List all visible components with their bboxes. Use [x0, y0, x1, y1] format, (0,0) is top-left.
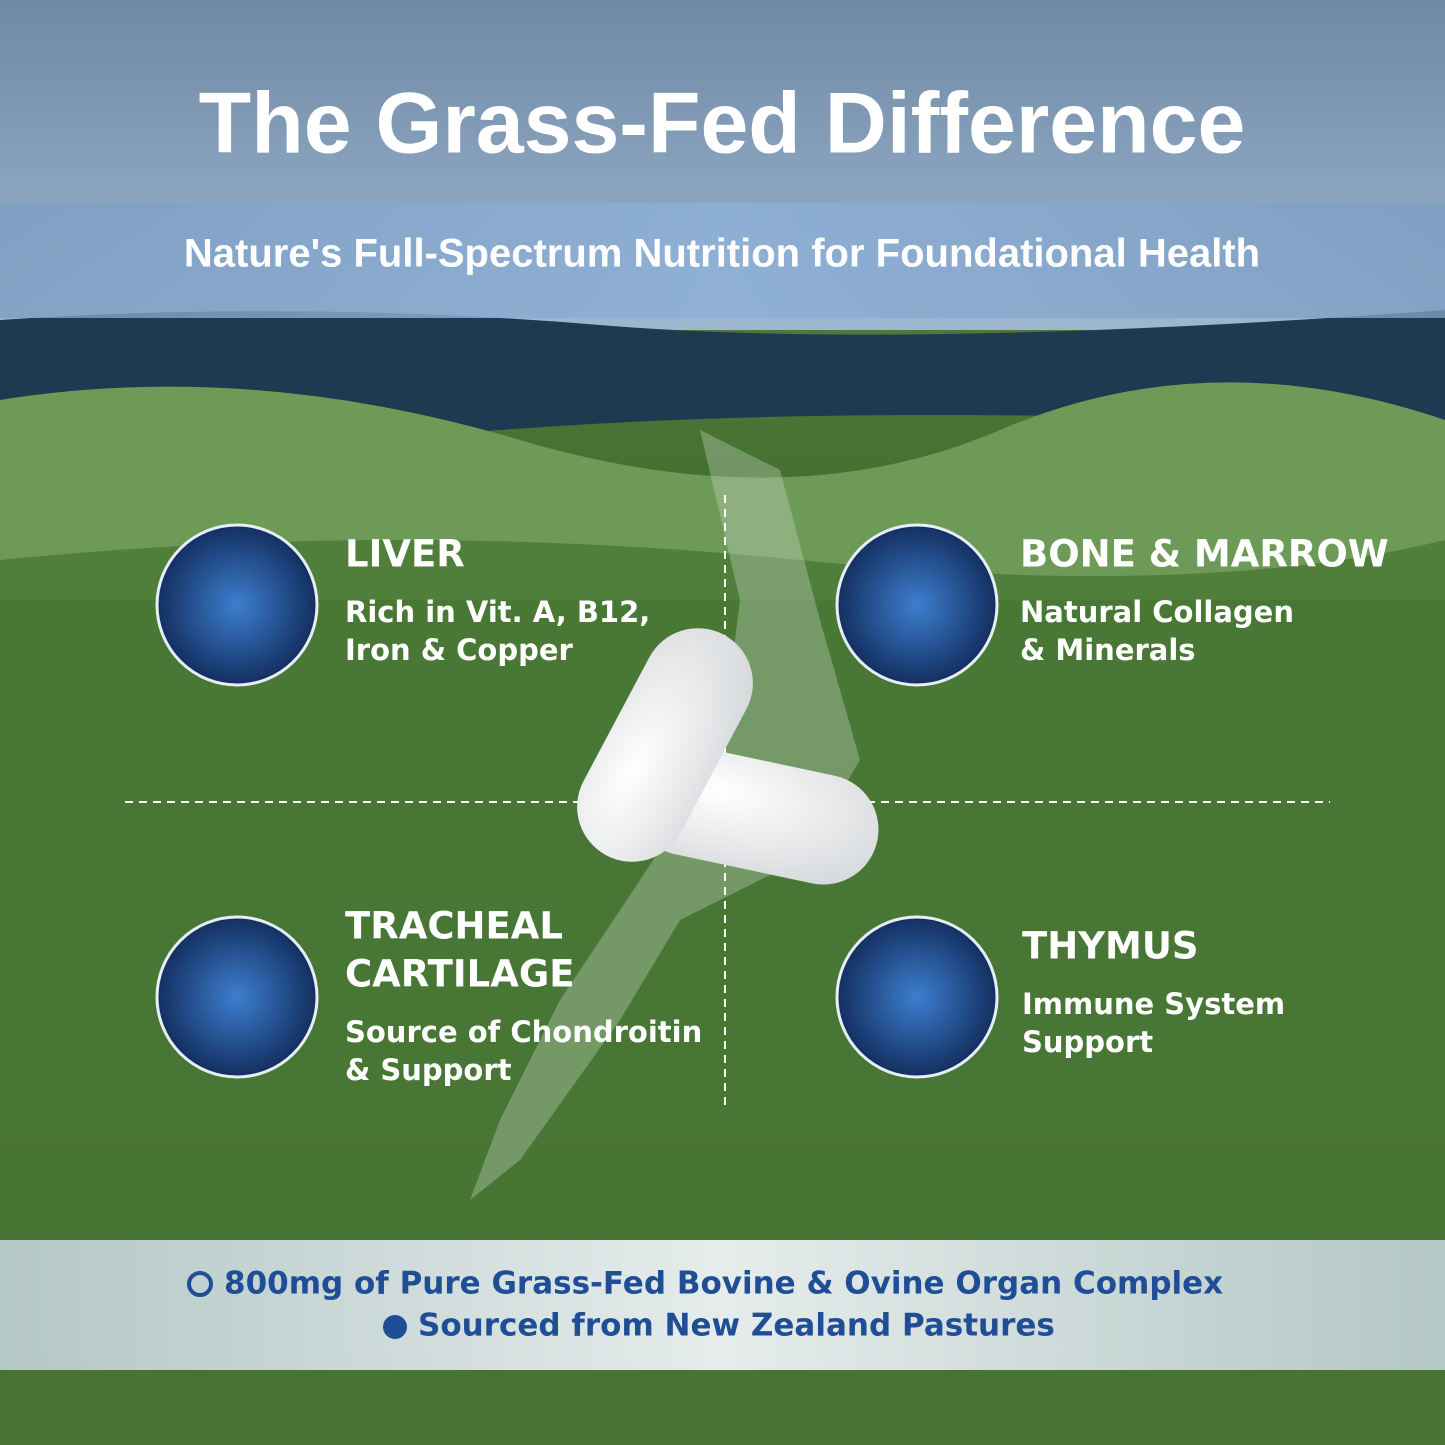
feature-description: Support — [1022, 1025, 1153, 1059]
feature-description: & Minerals — [1020, 633, 1196, 667]
pasture — [0, 540, 1445, 1445]
subtitle-band — [0, 203, 1445, 318]
footer-line: 800mg of Pure Grass-Fed Bovine & Ovine O… — [224, 1266, 1223, 1302]
feature-title: THYMUS — [1022, 925, 1199, 968]
feature-description: Natural Collagen — [1020, 595, 1294, 629]
title: The Grass-Fed Difference — [199, 76, 1246, 172]
footer-line: Sourced from New Zealand Pastures — [418, 1308, 1055, 1344]
capsules — [577, 628, 879, 885]
feature-icon — [835, 523, 999, 687]
feature-description: Source of Chondroitin — [345, 1015, 702, 1049]
feature-icon — [155, 523, 319, 687]
feature-description: Immune System — [1022, 987, 1285, 1021]
globe-icon — [383, 1315, 407, 1339]
footer-band — [0, 1240, 1445, 1370]
subtitle: Nature's Full-Spectrum Nutrition for Fou… — [184, 232, 1260, 276]
feature-description: & Support — [345, 1053, 512, 1087]
feature-title: CARTILAGE — [345, 953, 574, 996]
feature-icon — [155, 915, 319, 1079]
feature-description: Rich in Vit. A, B12, — [345, 595, 650, 629]
feature-title: LIVER — [345, 533, 465, 576]
nz-map — [470, 430, 860, 1200]
feature-title: BONE & MARROW — [1020, 533, 1389, 576]
microscope-icon — [187, 1271, 213, 1297]
feature-title: TRACHEAL — [345, 905, 563, 948]
feature-icon — [835, 915, 999, 1079]
feature-description: Iron & Copper — [345, 633, 574, 667]
